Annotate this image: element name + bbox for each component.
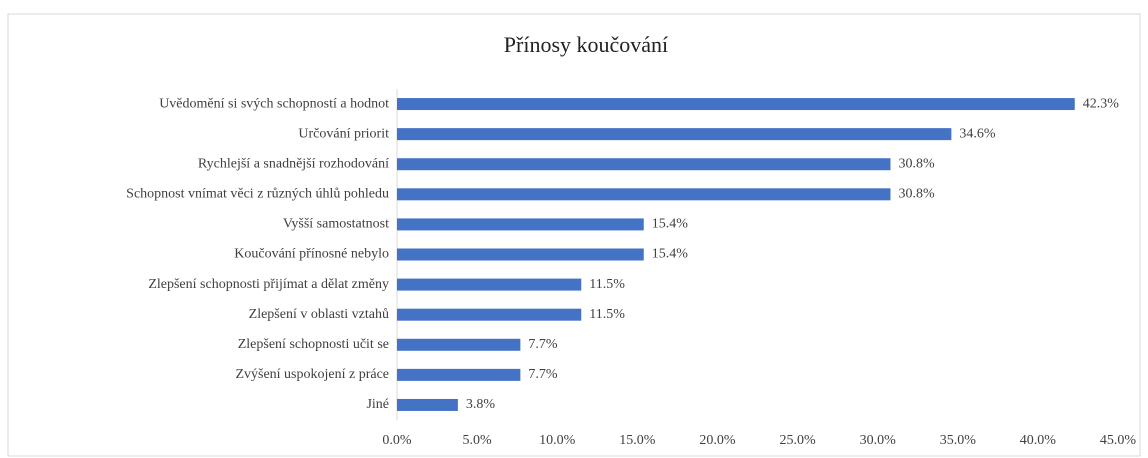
bar [397, 188, 891, 201]
x-tick-label: 5.0% [463, 433, 493, 448]
data-label: 7.7% [528, 337, 558, 352]
data-label: 3.8% [466, 397, 496, 412]
x-tick-label: 40.0% [1020, 433, 1057, 448]
data-label: 11.5% [589, 277, 625, 292]
y-tick-label: Jiné [366, 397, 389, 412]
bar [397, 218, 644, 231]
bar [397, 98, 1075, 111]
data-label: 7.7% [528, 367, 558, 382]
data-label: 11.5% [589, 307, 625, 322]
x-tick-label: 20.0% [699, 433, 736, 448]
bar [397, 368, 521, 381]
x-tick-label: 45.0% [1100, 433, 1137, 448]
chart-border [7, 13, 1141, 457]
x-tick-label: 35.0% [940, 433, 977, 448]
bar [397, 308, 582, 321]
bar [397, 398, 458, 411]
bar [397, 338, 521, 351]
data-label: 42.3% [1083, 96, 1120, 111]
x-tick-label: 15.0% [619, 433, 656, 448]
y-tick-label: Určování priorit [298, 126, 389, 141]
data-label: 34.6% [959, 126, 996, 141]
bar [397, 158, 891, 171]
bar [397, 128, 952, 141]
y-tick-label: Zlepšení v oblasti vztahů [249, 307, 389, 322]
y-tick-label: Zvýšení uspokojení z práce [235, 367, 389, 382]
x-tick-label: 0.0% [382, 433, 412, 448]
x-tick-label: 30.0% [860, 433, 897, 448]
y-tick-label: Zlepšení schopnosti učit se [238, 337, 389, 352]
x-tick-label: 10.0% [539, 433, 576, 448]
y-tick-label: Vyšší samostatnost [283, 217, 389, 232]
bar [397, 278, 582, 291]
data-label: 15.4% [652, 217, 689, 232]
data-label: 30.8% [898, 187, 935, 202]
data-label: 15.4% [652, 247, 689, 262]
y-tick-label: Schopnost vnímat věci z různých úhlů poh… [126, 187, 389, 202]
data-label: 30.8% [898, 156, 935, 171]
y-tick-label: Rychlejší a snadnější rozhodování [198, 156, 389, 171]
bar [397, 248, 644, 261]
y-tick-label: Zlepšení schopnosti přijímat a dělat změ… [148, 277, 389, 292]
chart-title: Přínosy koučování [504, 32, 668, 57]
y-tick-label: Uvědomění si svých schopností a hodnot [159, 96, 389, 111]
y-tick-label: Koučování přínosné nebylo [234, 247, 389, 262]
x-tick-label: 25.0% [779, 433, 816, 448]
